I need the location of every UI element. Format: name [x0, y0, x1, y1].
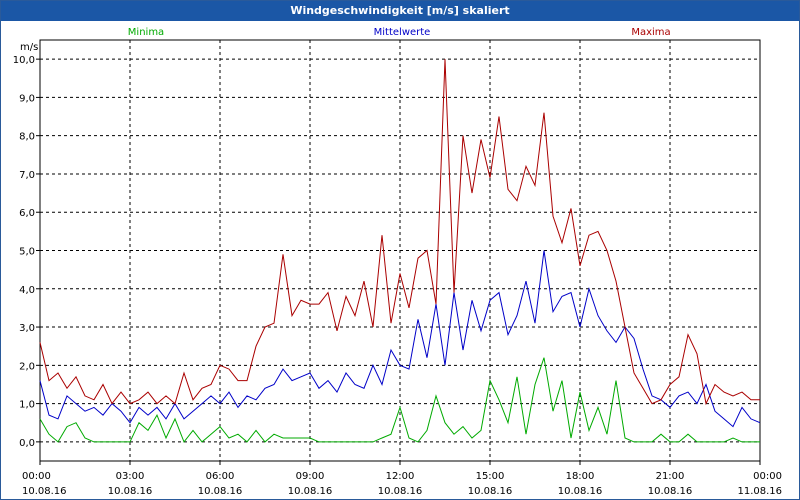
y-tick-label: 0,0 — [19, 438, 35, 449]
legend-minima: Minima — [128, 27, 164, 38]
x-tick-time: 12:00 — [386, 471, 415, 482]
legend-mittelwerte: Mittelwerte — [374, 27, 431, 38]
y-tick-label: 5,0 — [19, 247, 35, 258]
x-tick-time: 06:00 — [206, 471, 235, 482]
y-tick-label: 1,0 — [19, 400, 35, 411]
y-tick-label: 3,0 — [19, 323, 35, 334]
x-tick-date: 10.08.16 — [288, 486, 333, 497]
x-tick-date: 10.08.16 — [108, 486, 153, 497]
x-tick-date: 10.08.16 — [198, 486, 243, 497]
x-tick-time: 15:00 — [476, 471, 505, 482]
x-tick-date: 10.08.16 — [558, 486, 603, 497]
x-tick-time: 18:00 — [566, 471, 595, 482]
series-lines — [39, 59, 761, 443]
y-tick-label: 9,0 — [19, 93, 35, 104]
y-tick-label: 6,0 — [19, 208, 35, 219]
y-tick-label: 8,0 — [19, 132, 35, 143]
x-tick-date: 10.08.16 — [648, 486, 693, 497]
series-mittelwerte — [39, 250, 761, 428]
y-tick-label: 10,0 — [13, 55, 35, 66]
series-maxima — [39, 59, 760, 406]
x-tick-time: 00:00 — [753, 471, 782, 482]
x-tick-time: 03:00 — [116, 471, 145, 482]
x-tick-date: 10.08.16 — [378, 486, 423, 497]
x-tick-date: 10.08.16 — [22, 486, 67, 497]
series-minima — [39, 357, 760, 443]
window-title: Windgeschwindigkeit [m/s] skaliert — [1, 1, 799, 21]
x-tick-time: 09:00 — [296, 471, 325, 482]
y-tick-label: 4,0 — [19, 285, 35, 296]
x-tick-date: 11.08.16 — [737, 486, 782, 497]
x-tick-date: 10.08.16 — [468, 486, 513, 497]
y-axis-unit: m/s — [20, 42, 38, 53]
x-tick-time: 21:00 — [656, 471, 685, 482]
x-tick-time: 00:00 — [22, 471, 51, 482]
legend-maxima: Maxima — [631, 27, 670, 38]
axis-labels: 0,0 1,0 2,0 3,0 4,0 5,0 6,0 7,0 8,0 9,0 10,0 00:00 1… — [13, 55, 782, 497]
y-tick-label: 2,0 — [19, 361, 35, 372]
y-tick-label: 7,0 — [19, 170, 35, 181]
